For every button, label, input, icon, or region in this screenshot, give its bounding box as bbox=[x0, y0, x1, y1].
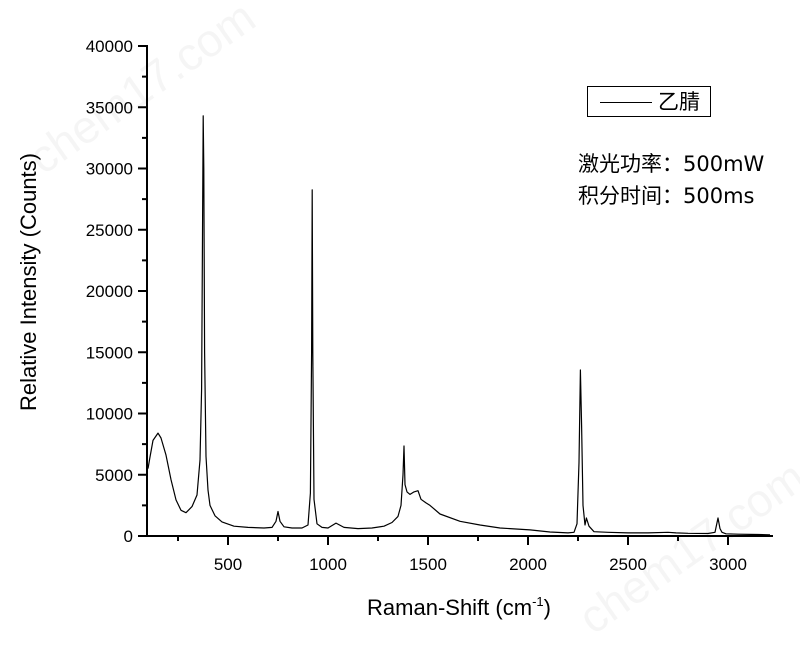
y-tick-label: 20000 bbox=[86, 282, 133, 301]
y-axis: 0 5000 10000 15000 20000 25000 30000 35000 40000 bbox=[86, 37, 148, 546]
y-tick-label: 10000 bbox=[86, 405, 133, 424]
x-tick-label: 1000 bbox=[309, 555, 347, 574]
y-tick-label: 5000 bbox=[95, 466, 133, 485]
legend-line-swatch bbox=[600, 102, 652, 103]
x-tick-label: 1500 bbox=[409, 555, 447, 574]
x-axis: 500 1000 1500 2000 2500 3000 bbox=[146, 535, 773, 574]
x-axis-label: Raman-Shift (cm-1) bbox=[367, 594, 551, 620]
x-tick-label: 2000 bbox=[509, 555, 547, 574]
y-tick-label: 25000 bbox=[86, 221, 133, 240]
legend-label: 乙腈 bbox=[658, 90, 700, 114]
spectrum-line bbox=[147, 115, 771, 536]
legend: 乙腈 bbox=[587, 86, 711, 117]
y-axis-label: Relative Intensity (Counts) bbox=[16, 153, 41, 411]
laser-power-annotation: 激光功率：500mW bbox=[578, 152, 765, 176]
x-tick-label: 2500 bbox=[609, 555, 647, 574]
x-tick-label: 3000 bbox=[709, 555, 747, 574]
y-tick-label: 40000 bbox=[86, 37, 133, 56]
y-tick-label: 30000 bbox=[86, 160, 133, 179]
y-tick-label: 0 bbox=[124, 527, 133, 546]
y-tick-label: 15000 bbox=[86, 343, 133, 362]
y-tick-label: 35000 bbox=[86, 98, 133, 117]
integration-time-annotation: 积分时间：500ms bbox=[578, 184, 755, 208]
x-tick-label: 500 bbox=[214, 555, 242, 574]
